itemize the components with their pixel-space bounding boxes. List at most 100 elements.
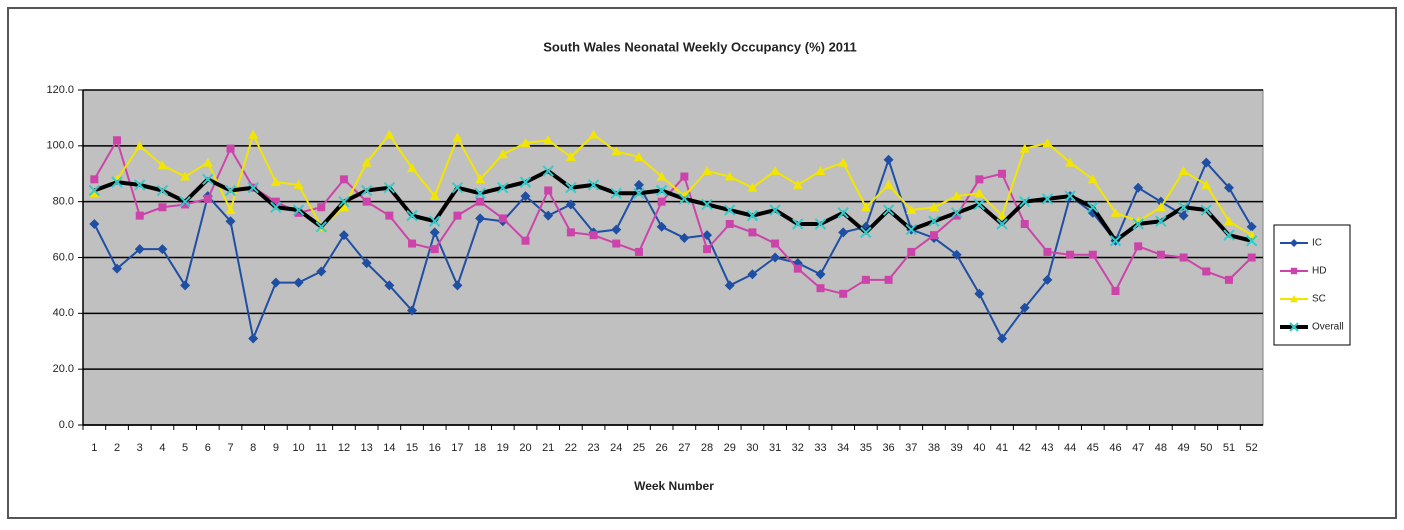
x-tick-label: 15: [406, 442, 418, 454]
marker: [1224, 275, 1233, 284]
marker: [906, 205, 917, 215]
marker: [973, 198, 986, 211]
marker: [1247, 253, 1256, 262]
x-tick-label: 25: [633, 442, 645, 454]
marker: [248, 333, 259, 344]
marker: [974, 188, 985, 198]
x-tick-label: 34: [837, 442, 849, 454]
marker: [1019, 195, 1031, 208]
x-tick-label: 31: [769, 442, 781, 454]
marker: [1290, 295, 1298, 303]
marker: [769, 204, 781, 216]
x-tick-label: 45: [1087, 442, 1099, 454]
marker: [793, 264, 802, 273]
marker: [771, 239, 780, 248]
marker: [748, 228, 757, 237]
marker: [1290, 267, 1298, 275]
legend-label: Overall: [1312, 322, 1344, 333]
marker: [1111, 287, 1120, 295]
marker: [883, 154, 894, 165]
x-tick-label: 42: [1019, 442, 1031, 454]
marker: [339, 175, 348, 184]
marker: [1042, 138, 1053, 148]
x-tick-label: 27: [678, 442, 690, 454]
marker: [815, 165, 826, 175]
marker: [634, 247, 643, 256]
marker: [1133, 182, 1144, 193]
marker: [566, 228, 575, 237]
marker: [226, 144, 235, 153]
marker: [611, 224, 622, 235]
marker: [407, 305, 418, 316]
marker: [701, 198, 713, 211]
marker: [338, 230, 349, 241]
marker: [839, 289, 848, 298]
marker: [1223, 216, 1234, 226]
x-tick-label: 1: [91, 442, 97, 454]
marker: [1245, 235, 1258, 247]
marker: [703, 245, 712, 254]
marker: [884, 275, 893, 284]
marker: [860, 202, 871, 212]
legend: IC HD SC Overall: [1273, 224, 1351, 346]
x-tick-label: 11: [316, 442, 327, 454]
x-tick-label: 37: [905, 442, 917, 454]
marker: [1223, 182, 1234, 193]
marker: [1019, 143, 1030, 153]
chart-title: South Wales Neonatal Weekly Occupancy (%…: [543, 39, 857, 54]
marker: [520, 191, 531, 202]
marker: [156, 184, 169, 197]
marker: [202, 157, 213, 167]
marker: [476, 197, 485, 206]
marker: [89, 188, 100, 198]
x-tick-label: 6: [205, 442, 211, 454]
marker: [180, 280, 191, 291]
marker: [542, 165, 554, 177]
marker: [1087, 174, 1098, 184]
marker: [1155, 202, 1166, 212]
marker: [746, 209, 759, 222]
x-tick-label: 19: [497, 442, 509, 454]
marker: [633, 187, 645, 199]
marker: [838, 157, 849, 167]
marker: [1019, 302, 1030, 313]
marker: [657, 197, 666, 206]
x-tick-label: 38: [928, 442, 940, 454]
x-tick-label: 44: [1064, 442, 1076, 454]
marker: [134, 244, 145, 255]
series-line: [93, 158, 1253, 340]
x-tick-label: 43: [1041, 442, 1053, 454]
marker: [1041, 193, 1054, 205]
marker: [361, 157, 372, 167]
marker: [837, 207, 849, 219]
x-tick-label: 21: [542, 442, 554, 454]
marker: [680, 172, 689, 181]
x-tick-label: 51: [1223, 442, 1235, 454]
marker: [952, 211, 961, 220]
marker: [293, 277, 304, 288]
marker: [612, 239, 621, 248]
marker: [475, 213, 486, 224]
marker: [588, 129, 599, 139]
marker: [270, 177, 281, 187]
marker: [270, 201, 282, 213]
marker: [520, 138, 531, 148]
marker: [997, 333, 1008, 344]
marker: [1110, 207, 1121, 217]
marker: [521, 236, 530, 245]
marker: [180, 171, 191, 181]
marker: [975, 175, 984, 184]
marker: [111, 176, 123, 188]
marker: [362, 197, 371, 206]
x-tick-label: 46: [1109, 442, 1121, 454]
marker: [157, 244, 168, 255]
marker: [385, 211, 394, 220]
x-tick-label: 8: [250, 442, 256, 454]
marker: [861, 275, 870, 284]
marker: [497, 149, 508, 159]
marker: [408, 239, 417, 248]
marker: [519, 176, 532, 188]
marker: [429, 215, 441, 227]
